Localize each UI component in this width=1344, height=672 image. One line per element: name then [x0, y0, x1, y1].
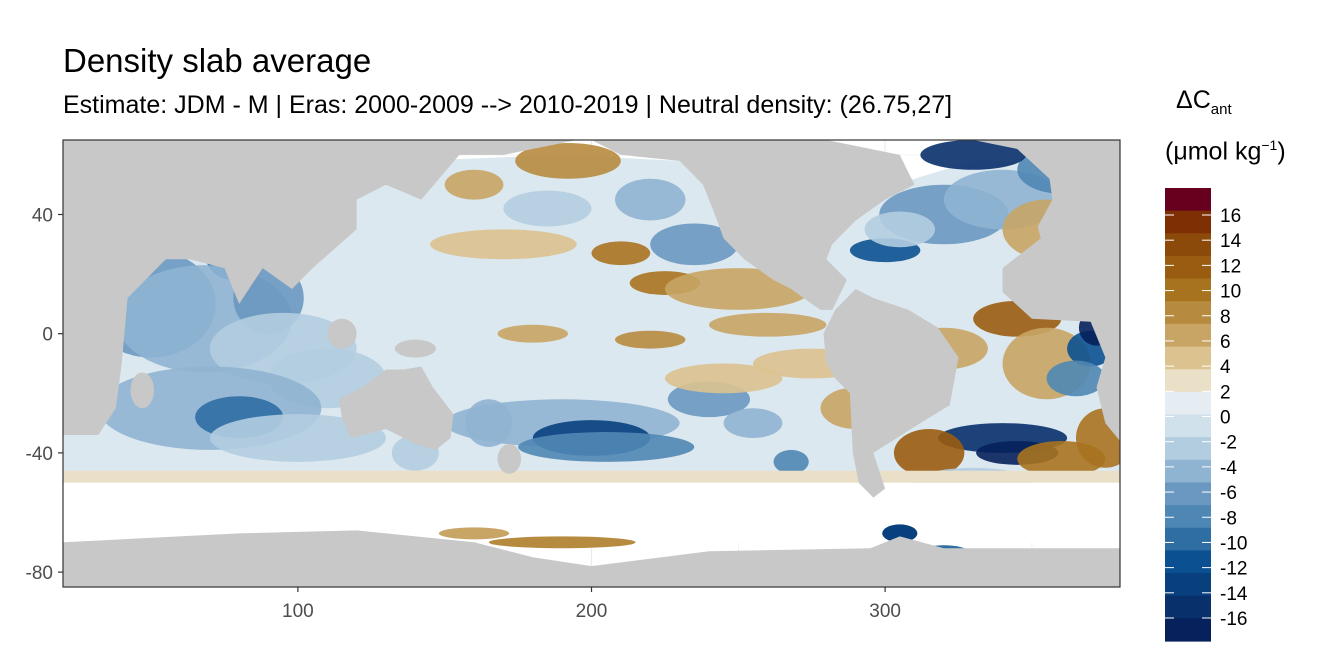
legend-title-subscript: ant	[1210, 101, 1232, 118]
legend-swatch	[1165, 391, 1211, 416]
land-masses	[63, 140, 1120, 587]
anomaly-patch	[444, 169, 504, 200]
land-mass	[823, 289, 959, 498]
land-mass	[63, 140, 416, 436]
y-tick-label: 0	[42, 325, 53, 346]
anomaly-patch	[723, 408, 783, 438]
land-borneo	[327, 318, 357, 349]
legend-label: -12	[1220, 559, 1247, 580]
anomaly-patch	[503, 190, 592, 227]
legend-swatch	[1165, 346, 1211, 370]
shelf-patch	[882, 524, 918, 543]
legend-swatch	[1165, 618, 1211, 642]
anomaly-patch	[920, 140, 1027, 170]
map-layer	[63, 140, 1120, 587]
anomaly-patch	[614, 330, 686, 349]
legend-label: -16	[1220, 609, 1247, 630]
legend-label: -4	[1220, 458, 1237, 479]
land-mass	[338, 366, 454, 450]
legend-swatch	[1165, 210, 1211, 234]
y-tick-label: 40	[32, 206, 53, 227]
anomaly-patch	[650, 223, 739, 266]
anomaly-patch	[518, 432, 695, 462]
x-tick-label: 200	[576, 601, 608, 622]
legend-label: 2	[1220, 382, 1231, 403]
legend-swatch	[1165, 459, 1211, 484]
anomaly-patch	[430, 229, 577, 260]
land-mass	[63, 530, 1120, 587]
legend-swatch	[1165, 437, 1211, 461]
anomaly-patch	[864, 211, 936, 248]
land-mass	[973, 140, 1120, 441]
land-new-guinea	[394, 339, 436, 358]
anomaly-patch	[497, 324, 569, 343]
legend-label: -2	[1220, 433, 1237, 454]
anomaly-patch	[591, 241, 651, 266]
legend-unit: (μmol kg−1)	[1165, 137, 1286, 166]
anomaly-patch	[515, 142, 621, 179]
legend-swatch	[1165, 188, 1211, 212]
legend-swatch	[1165, 505, 1211, 529]
legend-label: -10	[1220, 533, 1247, 554]
legend-unit-close: )	[1277, 137, 1286, 166]
anomaly-patch	[893, 429, 965, 477]
chart-title: Density slab average	[63, 42, 372, 79]
anomaly-patch	[773, 449, 809, 474]
legend-label: -14	[1220, 584, 1248, 605]
land-new-zealand	[497, 443, 522, 474]
anomaly-patch	[1046, 360, 1106, 397]
legend-colorbar: 16 14 12 10 8 6 4 2 0 -2 -4 -6 -8 -10 -12 -14 -16	[1165, 188, 1248, 642]
legend-label: 10	[1220, 282, 1241, 303]
legend-label: 16	[1220, 206, 1241, 227]
legend-label: 0	[1220, 408, 1231, 429]
legend-swatch	[1165, 527, 1211, 551]
y-tick-label: -80	[26, 563, 53, 584]
anomaly-patch	[664, 363, 783, 394]
legend-swatch	[1165, 278, 1211, 302]
legend-label: -6	[1220, 483, 1237, 504]
legend-swatch	[1165, 414, 1211, 438]
legend-label: 4	[1220, 357, 1231, 378]
y-tick-label: -40	[26, 444, 53, 465]
legend-swatch	[1165, 482, 1211, 506]
legend-title-main: ΔC	[1176, 86, 1211, 114]
x-tick-label: 100	[282, 601, 314, 622]
legend-swatch	[1165, 233, 1211, 257]
legend-unit-superscript: −1	[1261, 137, 1278, 153]
chart-subtitle: Estimate: JDM - M | Eras: 2000-2009 --> …	[63, 91, 953, 119]
legend-label: 6	[1220, 332, 1231, 353]
shelf-patch	[438, 527, 510, 540]
legend-swatch	[1165, 255, 1211, 280]
legend-swatch	[1165, 595, 1211, 619]
legend-swatch	[1165, 323, 1211, 348]
legend-title: ΔCant	[1176, 86, 1232, 118]
legend-label: -8	[1220, 508, 1237, 529]
legend-swatch	[1165, 573, 1211, 597]
legend-unit-main: (μmol kg	[1165, 137, 1262, 166]
land-mass	[591, 140, 915, 310]
legend-swatch	[1165, 301, 1211, 325]
legend-swatch	[1165, 369, 1211, 393]
shelf-patch	[488, 536, 636, 549]
no-data-band	[63, 482, 1120, 543]
x-tick-label: 300	[869, 601, 901, 622]
anomaly-patch	[209, 414, 386, 462]
anomaly-patch	[614, 178, 686, 221]
legend-swatch	[1165, 550, 1211, 574]
land-mass	[63, 140, 577, 200]
southern-band	[63, 470, 1120, 483]
legend-label: 12	[1220, 256, 1241, 277]
legend-label: 14	[1220, 231, 1242, 252]
anomaly-patch	[708, 312, 827, 337]
land-madagascar	[130, 372, 155, 409]
legend-label: 8	[1220, 307, 1231, 328]
